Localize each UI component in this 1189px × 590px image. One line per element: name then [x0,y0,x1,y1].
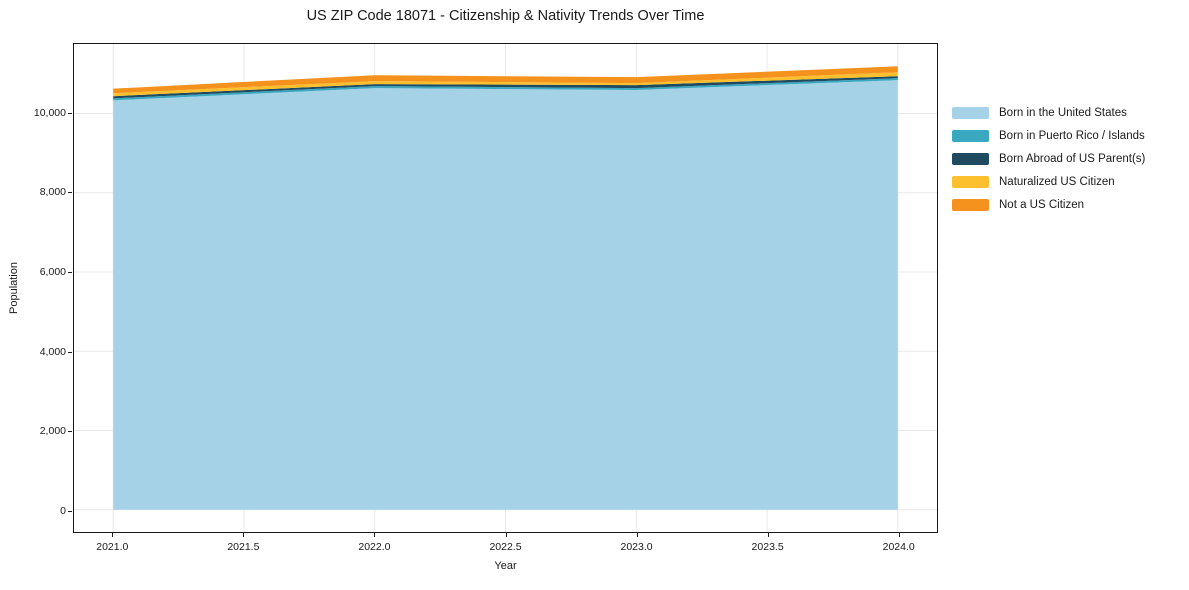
x-tick [898,533,900,537]
area-series [113,72,898,97]
stacked-area-chart [74,44,937,532]
x-tick-label: 2022.5 [489,541,522,553]
x-tick-label: 2021.0 [96,541,129,553]
y-tick [68,112,72,114]
x-tick [374,533,376,537]
y-tick [68,431,72,433]
x-tick [505,533,507,537]
plot-area [73,43,938,533]
x-axis-title: Year [494,560,517,572]
stacked-areas [113,66,898,510]
y-tick-label: 6,000 [39,265,66,278]
y-tick-label: 8,000 [39,186,66,199]
legend-swatch [952,106,989,119]
legend-swatch [952,175,989,188]
chart-title: US ZIP Code 18071 - Citizenship & Nativi… [306,8,705,24]
legend-label: Not a US Citizen [999,198,1085,211]
y-tick-label: 0 [60,504,66,517]
y-tick [68,271,72,273]
area-series [113,66,898,94]
legend-label: Born in Puerto Rico / Islands [999,129,1145,142]
legend-label: Born Abroad of US Parent(s) [999,152,1146,165]
y-tick [68,510,72,512]
y-tick-label: 10,000 [33,106,66,119]
legend: Born in the United States Born in Puerto … [952,101,1145,216]
legend-swatch [952,129,989,142]
legend-item: Born in Puerto Rico / Islands [952,124,1145,147]
legend-label: Born in the United States [999,106,1127,119]
x-tick-label: 2024.0 [882,541,915,553]
x-tick-label: 2021.5 [227,541,260,553]
legend-label: Naturalized US Citizen [999,175,1115,188]
x-tick [767,533,769,537]
x-tick [636,533,638,537]
legend-item: Naturalized US Citizen [952,170,1145,193]
x-tick [112,533,114,537]
area-series [113,80,898,510]
legend-swatch [952,198,989,211]
x-tick-label: 2023.0 [620,541,653,553]
legend-item: Born Abroad of US Parent(s) [952,147,1145,170]
x-tick [243,533,245,537]
y-tick-label: 4,000 [39,345,66,358]
legend-swatch [952,152,989,165]
legend-item: Born in the United States [952,101,1145,124]
y-tick [68,351,72,353]
y-tick-label: 2,000 [39,425,66,438]
x-tick-label: 2023.5 [751,541,784,553]
legend-item: Not a US Citizen [952,193,1145,216]
y-tick [68,192,72,194]
x-tick-label: 2022.0 [358,541,391,553]
